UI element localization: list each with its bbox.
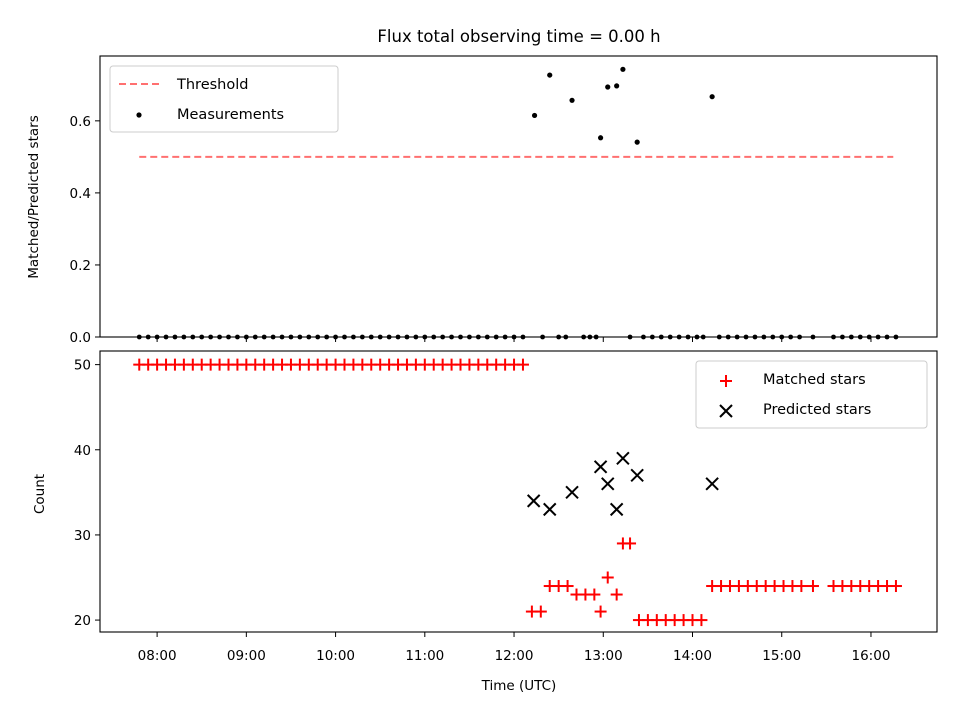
ratio-panel-frame (99, 55, 938, 338)
measurement-point (620, 66, 626, 72)
matched-star-point (624, 537, 637, 550)
measurements-legend-swatch (136, 112, 142, 118)
ratio-y-tick-label: 0.2 (70, 258, 91, 274)
count-x-axis: 08:00 09:00 10:00 11:00 12:00 13:00 14:00 15:00… (138, 632, 891, 664)
measurement-point (605, 84, 611, 90)
measurement-point (547, 72, 553, 78)
count-x-tick-label: 14:00 (673, 648, 712, 664)
count-y-tick-label: 40 (74, 443, 91, 459)
count-panel: 20 30 40 50 08:00 09:00 10:00 11:00 12:00 13:00 1… (32, 350, 938, 694)
matched-star-point (561, 580, 574, 593)
measurement-point (597, 135, 604, 141)
predicted-star-point (601, 477, 615, 491)
matched-star-point (889, 580, 902, 593)
predicted-legend-label: Predicted stars (763, 402, 871, 418)
measurement-point (569, 97, 575, 103)
measurement-point (634, 139, 640, 145)
measurement-point (531, 112, 538, 119)
count-marks (133, 358, 902, 627)
ratio-y-tick-label: 0.6 (70, 114, 91, 130)
predicted-star-point (543, 502, 557, 517)
count-legend: Matched stars Predicted stars (695, 360, 928, 429)
count-panel-frame (99, 350, 938, 633)
count-legend-box (695, 360, 928, 429)
ratio-legend: Threshold Measurements (109, 65, 339, 133)
predicted-star-point (565, 485, 579, 500)
ratio-x-ticks (156, 337, 872, 342)
ratio-panel: 0.0 0.2 0.4 0.6 Matched/Predicted stars Thr… (26, 55, 938, 346)
predicted-star-point (705, 477, 719, 491)
count-x-tick-label: 12:00 (495, 648, 534, 664)
ratio-y-axis-label: Matched/Predicted stars (26, 115, 42, 278)
measurement-point (709, 94, 715, 100)
measurement-point (614, 83, 620, 89)
count-x-axis-label: Time (UTC) (481, 678, 557, 694)
matched-star-point (795, 580, 808, 593)
measurements-legend-label: Measurements (177, 107, 284, 123)
matched-legend-swatch (720, 375, 732, 387)
matched-star-point (806, 580, 819, 593)
count-x-tick-label: 08:00 (138, 648, 177, 664)
count-x-tick-label: 10:00 (316, 648, 355, 664)
predicted-star-point (630, 468, 644, 483)
count-y-axis-label: Count (32, 474, 48, 514)
matched-star-point (534, 605, 547, 618)
ratio-y-tick-label: 0.4 (70, 186, 91, 202)
count-y-tick-label: 50 (74, 358, 91, 374)
ratio-y-axis: 0.0 0.2 0.4 0.6 (70, 114, 100, 346)
predicted-star-point (609, 502, 624, 517)
count-y-axis: 20 30 40 50 (74, 358, 100, 629)
count-x-tick-label: 13:00 (584, 648, 623, 664)
count-y-tick-label: 20 (74, 613, 91, 629)
matched-star-point (601, 571, 614, 584)
predicted-star-point (593, 460, 608, 474)
count-y-tick-label: 30 (74, 528, 91, 544)
predicted-star-point (616, 451, 630, 465)
threshold-legend-label: Threshold (176, 77, 248, 93)
count-x-tick-label: 15:00 (762, 648, 801, 664)
predicted-legend-swatch (719, 404, 733, 418)
chart-title: Flux total observing time = 0.00 h (377, 27, 660, 46)
matched-legend-label: Matched stars (763, 372, 866, 388)
ratio-y-tick-label: 0.0 (70, 330, 91, 346)
count-x-tick-label: 11:00 (405, 648, 444, 664)
matched-star-point (588, 588, 601, 601)
matched-star-point (695, 614, 708, 627)
matched-star-point (516, 358, 529, 371)
count-x-tick-label: 16:00 (852, 648, 891, 664)
count-x-tick-label: 09:00 (227, 648, 266, 664)
matched-star-point (594, 605, 607, 618)
predicted-star-point (526, 494, 541, 508)
matched-star-point (610, 588, 623, 601)
ratio-legend-box (109, 65, 339, 133)
